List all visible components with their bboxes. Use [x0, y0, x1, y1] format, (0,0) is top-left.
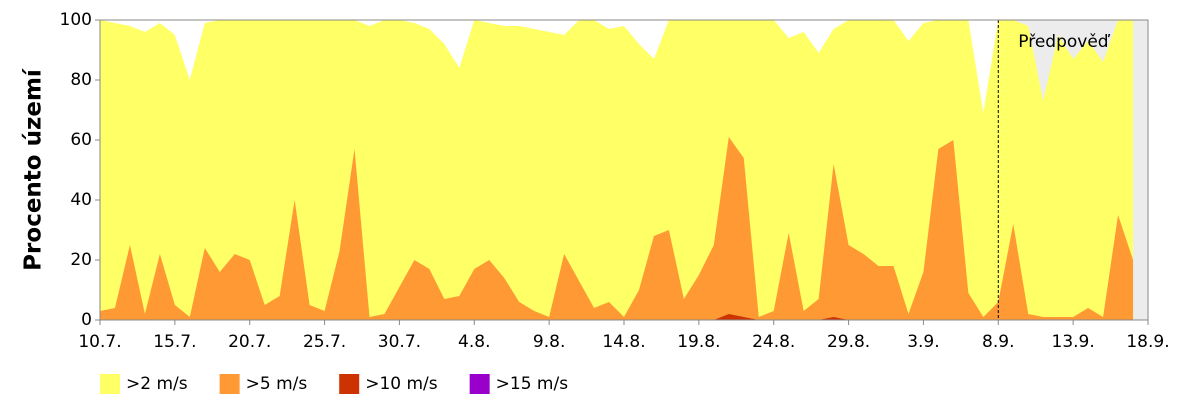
x-tick-label: 4.8. [458, 332, 490, 352]
x-tick-label: 20.7. [228, 332, 271, 352]
x-tick-label: 29.8. [827, 332, 870, 352]
x-tick-label: 8.9. [982, 332, 1014, 352]
legend-label: >15 m/s [496, 374, 569, 394]
legend-swatch [219, 374, 240, 394]
y-tick-label: 0 [81, 310, 92, 330]
legend-swatch [339, 374, 360, 394]
legend-label: >5 m/s [246, 374, 308, 394]
x-tick-label: 30.7. [378, 332, 421, 352]
x-tick-label: 9.8. [533, 332, 565, 352]
legend-swatch [100, 374, 120, 394]
x-tick-label: 15.7. [153, 332, 196, 352]
y-tick-label: 100 [60, 10, 92, 30]
x-tick-label: 25.7. [303, 332, 346, 352]
y-tick-label: 60 [70, 130, 92, 150]
forecast-label: Předpověď [1018, 32, 1111, 52]
x-tick-label: 18.9. [1126, 332, 1169, 352]
legend-label: >10 m/s [365, 374, 438, 394]
area [100, 20, 1134, 320]
legend-swatch [469, 374, 490, 394]
x-tick-label: 10.7. [78, 332, 121, 352]
x-tick-label: 13.9. [1052, 332, 1095, 352]
x-tick-label: 24.8. [752, 332, 795, 352]
x-tick-label: 19.8. [677, 332, 720, 352]
area [100, 137, 1134, 320]
x-tick-label: 14.8. [602, 332, 645, 352]
y-axis-label: Procento území [21, 68, 47, 271]
legend-label: >2 m/s [126, 374, 188, 394]
y-tick-label: 20 [70, 250, 92, 270]
y-tick-label: 40 [70, 190, 92, 210]
y-tick-label: 80 [70, 70, 92, 90]
x-tick-label: 3.9. [907, 332, 939, 352]
